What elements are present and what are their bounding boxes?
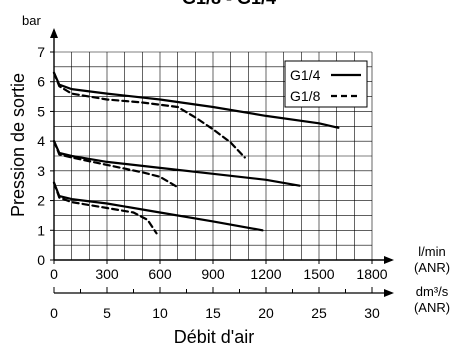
y-tick-label: 1 [37,222,45,238]
x2-tick-label: 0 [50,305,58,321]
x-tick-label: 1200 [250,266,281,282]
x-axis-unit-line1: l/min [418,244,445,259]
legend: G1/4 G1/8 [284,60,368,108]
y-tick-label: 6 [37,74,45,90]
x2-axis-unit-line2: (ANR) [414,300,450,315]
series-line-g1-4-4 [52,181,264,232]
y-tick-label: 3 [37,163,45,179]
x-tick-label: 600 [148,266,172,282]
chart-title: G1/8 - G1/4 [182,0,276,8]
series-group [52,71,340,235]
y-tick-label: 2 [37,193,45,209]
y-tick-label: 7 [37,44,45,60]
x-tick-label: 1500 [303,266,334,282]
x2-axis-arrow [384,289,394,297]
x-tick-label: 900 [201,266,225,282]
y-tick-label: 5 [37,103,45,119]
x-axis-unit-line2: (ANR) [414,260,450,275]
x-tick-label: 300 [95,266,119,282]
x2-tick-label: 25 [311,305,327,321]
x-axis-title: Débit d'air [174,327,254,347]
axes: 0 1 2 3 4 5 6 7 0 300 600 900 1200 1500 1800 0 5 10 15 20 25… [37,28,394,321]
x2-tick-label: 20 [258,305,274,321]
legend-box [284,60,368,108]
legend-label-1: G1/8 [290,88,321,104]
x2-tick-label: 5 [103,305,111,321]
x-axis-arrow [384,256,394,264]
x2-tick-label: 15 [205,305,221,321]
y-axis-title: Pression de sortie [8,73,28,217]
x-tick-label: 0 [50,266,58,282]
y-axis-unit: bar [22,13,41,28]
series-line-g1-4-0 [52,71,340,129]
series-line-g1-4-2 [52,140,301,187]
y-tick-label: 4 [37,133,45,149]
legend-label-0: G1/4 [290,67,321,83]
x2-tick-label: 30 [364,305,380,321]
x2-axis-unit-line1: dm³/s [416,284,449,299]
x-tick-label: 1800 [356,266,387,282]
series-line-g1-8-3 [52,140,179,189]
x2-tick-label: 10 [152,305,168,321]
series-line-g1-8-5 [52,181,158,235]
y-tick-label: 0 [37,252,45,268]
y-axis-arrow [50,28,58,38]
series-line-g1-8-1 [52,71,246,159]
